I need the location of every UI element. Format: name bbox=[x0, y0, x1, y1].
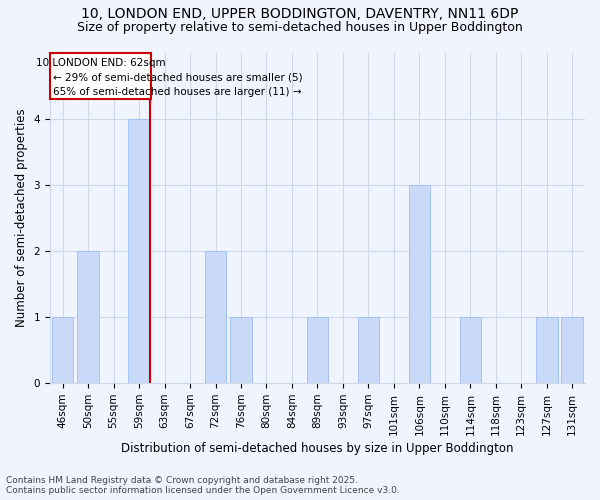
Bar bbox=[358, 317, 379, 383]
Text: ← 29% of semi-detached houses are smaller (5): ← 29% of semi-detached houses are smalle… bbox=[53, 72, 302, 83]
Bar bbox=[409, 185, 430, 383]
Bar bbox=[77, 251, 99, 383]
Bar bbox=[460, 317, 481, 383]
Text: Size of property relative to semi-detached houses in Upper Boddington: Size of property relative to semi-detach… bbox=[77, 21, 523, 34]
Bar bbox=[307, 317, 328, 383]
FancyBboxPatch shape bbox=[50, 52, 151, 99]
X-axis label: Distribution of semi-detached houses by size in Upper Boddington: Distribution of semi-detached houses by … bbox=[121, 442, 514, 455]
Text: 65% of semi-detached houses are larger (11) →: 65% of semi-detached houses are larger (… bbox=[53, 87, 301, 97]
Bar bbox=[536, 317, 557, 383]
Text: 10, LONDON END, UPPER BODDINGTON, DAVENTRY, NN11 6DP: 10, LONDON END, UPPER BODDINGTON, DAVENT… bbox=[82, 8, 518, 22]
Text: 10 LONDON END: 62sqm: 10 LONDON END: 62sqm bbox=[36, 58, 166, 68]
Bar bbox=[52, 317, 73, 383]
Bar bbox=[562, 317, 583, 383]
Text: Contains HM Land Registry data © Crown copyright and database right 2025.
Contai: Contains HM Land Registry data © Crown c… bbox=[6, 476, 400, 495]
Bar bbox=[128, 118, 150, 383]
Bar bbox=[205, 251, 226, 383]
Y-axis label: Number of semi-detached properties: Number of semi-detached properties bbox=[15, 108, 28, 327]
Bar bbox=[230, 317, 252, 383]
